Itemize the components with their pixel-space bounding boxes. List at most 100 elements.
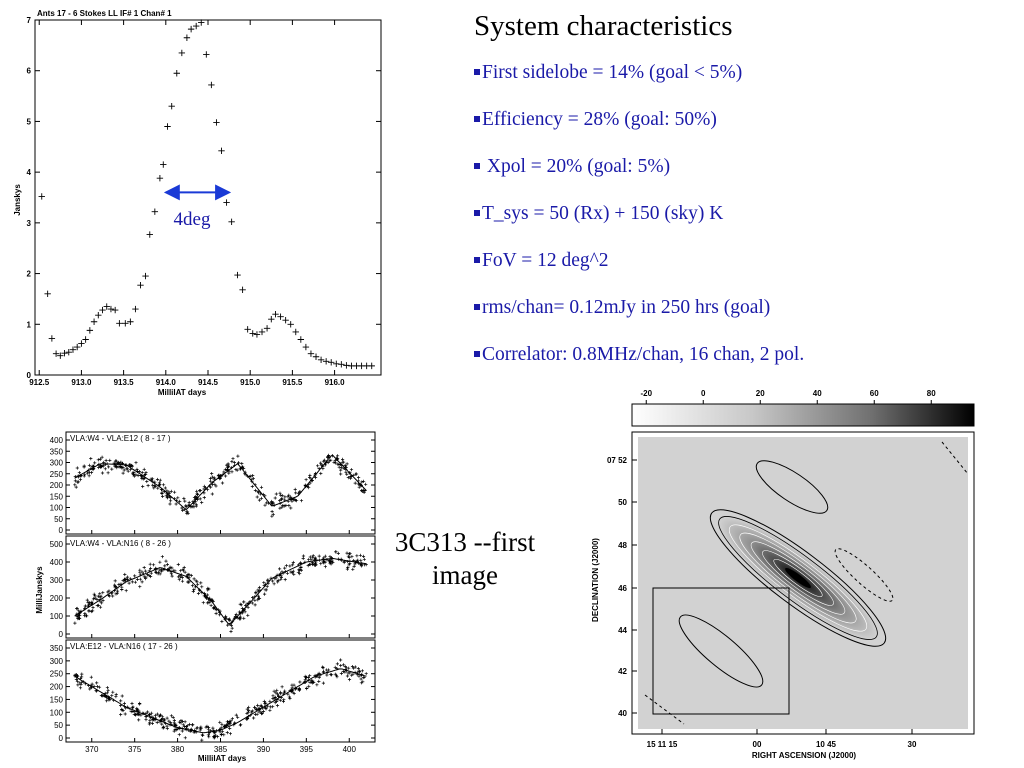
data-point [292, 328, 299, 336]
bullet-marker [474, 304, 480, 310]
data-point [164, 123, 171, 130]
y-tick-label: 200 [50, 594, 64, 603]
y-tick-label: 250 [50, 670, 64, 679]
data-point [198, 19, 205, 26]
y-axis-label: Janskys [13, 184, 22, 216]
data-point [328, 359, 335, 366]
dec-tick-label: 48 [618, 541, 627, 550]
dec-tick-label: 40 [618, 709, 627, 718]
dec-axis-label: DECLINATION (J2000) [591, 538, 600, 622]
dec-tick-label: 44 [618, 626, 627, 635]
data-point [69, 346, 77, 353]
colorbar-tick-label: 80 [927, 389, 936, 398]
y-tick-label: 6 [27, 67, 32, 76]
data-point [234, 271, 241, 279]
y-tick-label: 300 [50, 576, 64, 585]
bullet-text: First sidelobe = 14% (goal < 5%) [482, 62, 743, 83]
panel-1-title: VLA:W4 - VLA:E12 ( 8 - 17 ) [70, 434, 171, 443]
y-tick-label: 0 [59, 526, 64, 535]
x-tick-label: 385 [214, 745, 228, 754]
y-tick-label: 150 [50, 695, 64, 704]
data-point [111, 306, 119, 314]
data-point [258, 328, 266, 336]
data-point [218, 147, 225, 155]
data-point [146, 231, 153, 238]
data-point [282, 317, 289, 324]
data-point [322, 358, 330, 365]
y-tick-label: 100 [50, 612, 64, 621]
y-tick-label: 350 [50, 644, 64, 653]
data-point [178, 49, 186, 57]
baseline-panels: 0501001502002503003504000100200300400500… [35, 431, 376, 763]
data-point [116, 320, 123, 327]
chart-title: Ants 17 - 6 Stokes LL IF# 1 Chan# 1 [37, 9, 172, 18]
y-tick-label: 1 [27, 320, 32, 329]
data-point [343, 362, 350, 369]
data-point [122, 320, 129, 327]
bullet-efficiency: Efficiency = 28% (goal: 50%) [474, 109, 804, 156]
bullet-xpol: Xpol = 20% (goal: 5%) [474, 156, 804, 203]
data-point [287, 321, 294, 328]
data-point [338, 361, 345, 368]
data-point [183, 34, 191, 41]
data-point [61, 349, 68, 357]
bullet-marker [474, 69, 480, 75]
y-tick-label: 0 [59, 734, 64, 743]
y-tick-label: 300 [50, 657, 64, 666]
inset-box [652, 587, 790, 715]
colorbar-ticks: -20 0 20 40 60 80 [640, 389, 936, 404]
caption-line-1: 3C313 --first [394, 527, 536, 557]
ra-tick-label: 30 [908, 740, 917, 749]
dec-tick-label: 46 [618, 584, 627, 593]
y-tick-label: 7 [27, 16, 32, 25]
x-tick-label: 915.0 [240, 378, 261, 387]
bullet-text: Xpol = 20% (goal: 5%) [482, 156, 671, 177]
bullet-marker [474, 163, 480, 169]
panel-frame [65, 639, 376, 743]
image-caption: 3C313 --first image [372, 526, 558, 592]
data-point [44, 290, 51, 298]
data-point [228, 218, 235, 226]
ra-tick-label: 15 11 15 [647, 740, 678, 749]
data-point [302, 343, 310, 351]
amplitude-chart: Ants 17 - 6 Stokes LL IF# 1 Chan# 1 0 1 2 3… [13, 9, 382, 397]
bullet-rms: rms/chan= 0.12mJy in 250 hrs (goal) [474, 297, 804, 344]
panel-2-title: VLA:W4 - VLA:N16 ( 8 - 26 ) [70, 539, 171, 548]
ra-tick-label: 10 45 [816, 740, 837, 749]
data-point [137, 282, 144, 289]
colorbar-tick-label: 0 [701, 389, 706, 398]
slide-heading: System characteristics [474, 10, 733, 42]
data-point [192, 22, 200, 30]
x-tick-label: 395 [300, 745, 314, 754]
baseline-panel: 0 100 200 300 400 500 [50, 535, 376, 639]
data-point [142, 272, 149, 280]
x-axis-label: MilliIAT days [158, 388, 207, 397]
panel-frame [65, 535, 376, 639]
data-point [277, 313, 284, 320]
bullet-correlator: Correlator: 0.8MHz/chan, 16 chan, 2 pol. [474, 344, 804, 391]
data-point [132, 305, 139, 313]
data-point [151, 208, 159, 215]
panel-frames: 0501001502002503003504000100200300400500… [50, 431, 376, 754]
colorbar-tick-label: 60 [870, 389, 879, 398]
x-tick-label: 400 [343, 745, 357, 754]
colorbar [631, 403, 975, 427]
x-tick-label: 914.0 [156, 378, 177, 387]
data-point [317, 356, 325, 363]
bullet-text: T_sys = 50 (Rx) + 150 (sky) K [482, 203, 724, 224]
source-emission [644, 441, 969, 725]
bullet-marker [474, 257, 480, 263]
axes: 0 1 2 3 4 5 6 7 912.5 913.0 913.5 914.0 914.5 915.0 91… [27, 16, 381, 387]
x-tick-label: 916.0 [325, 378, 346, 387]
data-point [99, 306, 106, 314]
colorbar-tick-label: -20 [640, 389, 652, 398]
data-point [249, 330, 256, 337]
model-curve [74, 668, 367, 734]
data-point [263, 325, 271, 332]
dec-tick-label: 42 [618, 667, 627, 676]
data-point [168, 103, 175, 110]
sample-points [73, 550, 368, 634]
data-point [272, 310, 279, 318]
bullet-marker [474, 116, 480, 122]
